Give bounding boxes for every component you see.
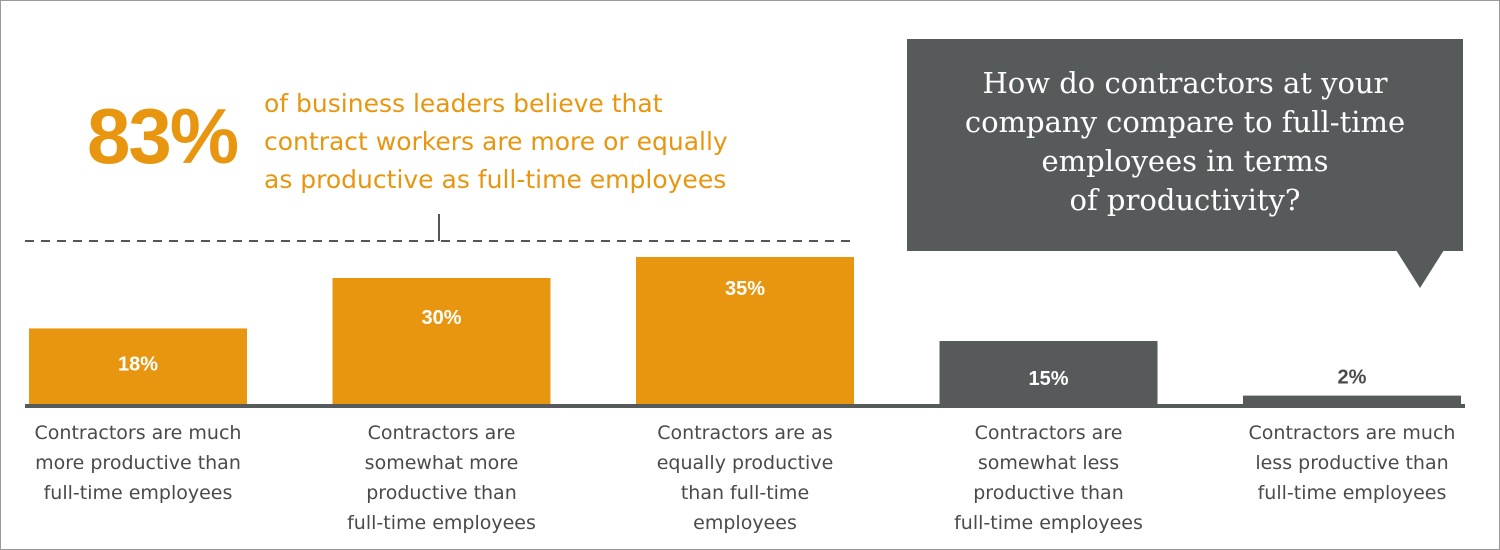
category-label-line: productive than (366, 482, 517, 504)
category-label-line: Contractors are (974, 422, 1123, 444)
category-label-line: Contractors are much (34, 422, 242, 444)
bar (939, 341, 1158, 404)
callout-line: How do contractors at your (982, 66, 1388, 100)
headline-line: as productive as full-time employees (264, 165, 727, 194)
category-label-line: Contractors are much (1248, 422, 1456, 444)
callout-line: company compare to full-time (964, 105, 1406, 139)
category-label-line: employees (693, 512, 797, 534)
headline-text: of business leaders believe that contrac… (264, 85, 804, 199)
category-label: Contractors are as equally productive than… (625, 418, 865, 538)
bar-value-label: 30% (421, 307, 461, 329)
callout-line: of productivity? (1069, 183, 1301, 217)
callout-tail (1396, 250, 1444, 288)
category-label-line: full-time employees (347, 512, 536, 534)
category-label-line: Contractors are (367, 422, 516, 444)
category-label: Contractors are much less productive than… (1232, 418, 1472, 508)
bar-value-label: 2% (1338, 367, 1367, 389)
bar-value-label: 18% (118, 353, 158, 375)
category-label-line: full-time employees (43, 482, 233, 504)
category-label-line: than full-time (680, 482, 810, 504)
category-label-line: productive than (973, 482, 1124, 504)
category-label: Contractors are much more productive than… (18, 418, 258, 508)
headline-line: of business leaders believe that (264, 89, 663, 118)
category-label-line: somewhat less (977, 452, 1120, 474)
category-label: Contractors are somewhat more productive t… (322, 418, 562, 538)
bar-value-label: 15% (1028, 368, 1068, 390)
category-label-line: full-time employees (954, 512, 1143, 534)
baseline-axis (25, 404, 1465, 408)
category-label-line: equally productive (656, 452, 834, 474)
category-label-line: Contractors are as (657, 422, 833, 444)
callout-line: employees in terms (1041, 144, 1329, 178)
bar (636, 257, 854, 404)
bar (29, 328, 247, 404)
bar (1243, 395, 1461, 404)
bar-value-label: 35% (725, 278, 765, 300)
category-label-line: more productive than (35, 452, 241, 474)
category-label-line: full-time employees (1257, 482, 1447, 504)
headline-line: contract workers are more or equally (264, 127, 728, 156)
category-label-line: less productive than (1255, 452, 1449, 474)
category-label: Contractors are somewhat less productive t… (929, 418, 1169, 538)
question-callout: How do contractors at your company compa… (907, 39, 1463, 251)
headline-percent: 83% (87, 92, 239, 180)
category-label-line: somewhat more (364, 452, 519, 474)
bar (332, 278, 551, 404)
